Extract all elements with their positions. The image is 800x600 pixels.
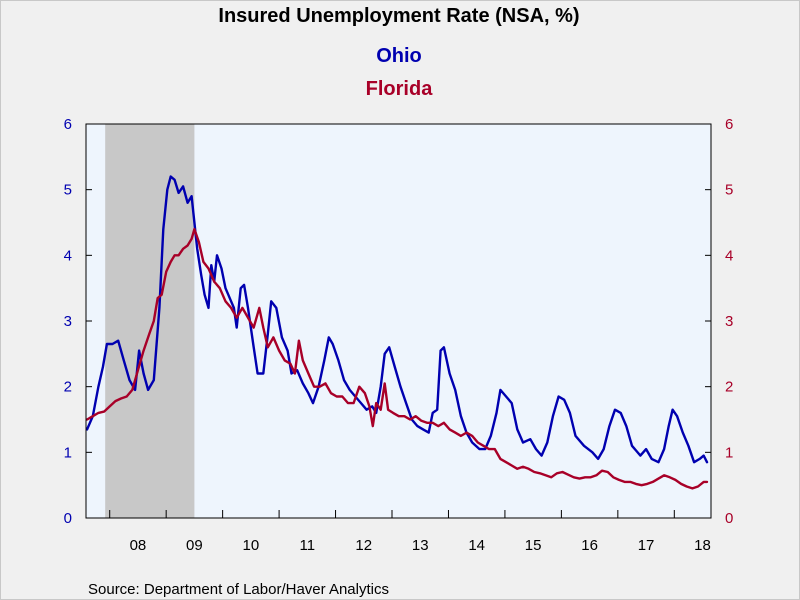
y-left-tick-label: 2 xyxy=(64,379,72,396)
legend-entry-ohio: Ohio xyxy=(376,45,422,67)
y-left-tick-label: 0 xyxy=(64,510,72,527)
x-tick-label: 14 xyxy=(468,537,485,554)
y-right-tick-label: 0 xyxy=(725,510,733,527)
x-tick-label: 10 xyxy=(243,537,260,554)
y-right-tick-label: 2 xyxy=(725,379,733,396)
y-left-tick-label: 1 xyxy=(64,444,72,461)
x-tick-label: 08 xyxy=(130,537,147,554)
x-tick-label: 12 xyxy=(355,537,372,554)
y-left-tick-label: 4 xyxy=(64,247,72,264)
y-right-tick-label: 6 xyxy=(725,116,733,133)
y-axis-right: 0 1 2 3 4 5 6 xyxy=(705,116,733,527)
y-right-tick-label: 4 xyxy=(725,247,733,264)
x-tick-label: 16 xyxy=(581,537,598,554)
x-tick-label: 13 xyxy=(412,537,429,554)
y-right-tick-label: 1 xyxy=(725,444,733,461)
y-left-tick-label: 5 xyxy=(64,182,72,199)
y-right-tick-label: 5 xyxy=(725,182,733,199)
y-left-tick-label: 3 xyxy=(64,313,72,330)
chart-title: Insured Unemployment Rate (NSA, %) xyxy=(218,5,579,27)
y-left-tick-label: 6 xyxy=(64,116,72,133)
x-tick-label: 15 xyxy=(525,537,542,554)
y-axis-left: 0 1 2 3 4 5 6 xyxy=(64,116,92,527)
x-axis: 08 09 10 11 12 13 14 15 16 17 18 xyxy=(109,510,711,554)
y-right-tick-label: 3 xyxy=(725,313,733,330)
x-tick-label: 18 xyxy=(694,537,711,554)
x-tick-label: 17 xyxy=(638,537,655,554)
series-line-florida xyxy=(85,227,709,490)
legend-entry-florida: Florida xyxy=(366,78,434,100)
x-tick-label: 11 xyxy=(300,537,316,554)
source-note: Source: Department of Labor/Haver Analyt… xyxy=(88,581,389,598)
recession-shading xyxy=(105,124,195,518)
series-layer xyxy=(85,175,709,490)
x-tick-label: 09 xyxy=(186,537,203,554)
